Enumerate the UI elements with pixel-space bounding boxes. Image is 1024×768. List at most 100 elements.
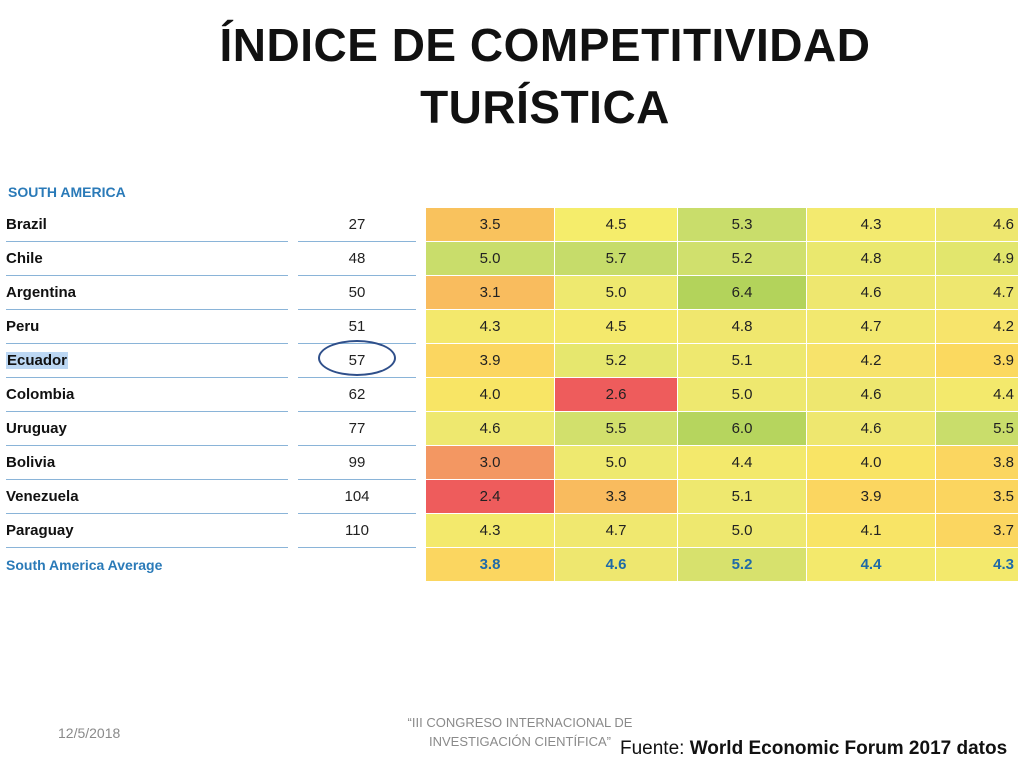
table-row: Paraguay 110 4.3 4.7 5.0 4.1 3.7 <box>6 513 1018 548</box>
rank-cell: 27 <box>298 208 416 242</box>
score-cell: 5.1 <box>677 343 807 378</box>
score-cell: 4.7 <box>806 309 936 344</box>
spacer <box>288 242 298 276</box>
spacer <box>416 412 426 446</box>
score-cell: 5.5 <box>554 411 678 446</box>
average-score-cell: 4.3 <box>935 547 1018 582</box>
highlight-circle <box>318 340 396 376</box>
score-cell: 4.2 <box>935 309 1018 344</box>
score-cell: 4.2 <box>806 343 936 378</box>
table-body: Brazil 27 3.5 4.5 5.3 4.3 4.6 Chile 48 5.0 5.7 5.2 4… <box>6 208 1018 582</box>
score-cell: 3.3 <box>554 479 678 514</box>
average-label: South America Average <box>6 556 163 573</box>
spacer <box>416 276 426 310</box>
footer-date: 12/5/2018 <box>58 725 121 741</box>
country-cell: Colombia <box>6 377 288 412</box>
score-cell: 6.0 <box>677 411 807 446</box>
score-cell: 5.3 <box>677 208 807 242</box>
score-cell: 4.3 <box>806 208 936 242</box>
score-cell: 4.8 <box>677 309 807 344</box>
average-score-cell: 4.6 <box>554 547 678 582</box>
table-row: Brazil 27 3.5 4.5 5.3 4.3 4.6 <box>6 208 1018 242</box>
score-cell: 2.4 <box>426 479 555 514</box>
spacer <box>288 446 298 480</box>
score-cell: 3.9 <box>426 343 555 378</box>
spacer <box>288 480 298 514</box>
score-cell: 5.2 <box>554 343 678 378</box>
spacer <box>288 344 298 378</box>
rank-cell: 99 <box>298 445 416 480</box>
score-cell: 3.9 <box>806 479 936 514</box>
spacer <box>288 310 298 344</box>
spacer <box>288 208 298 242</box>
score-cell: 4.4 <box>677 445 807 480</box>
spacer <box>416 310 426 344</box>
rank-cell: 62 <box>298 377 416 412</box>
score-cell: 4.8 <box>806 241 936 276</box>
rank-cell: 50 <box>298 275 416 310</box>
rank-cell: 48 <box>298 241 416 276</box>
table-row: Ecuador 57 3.9 5.2 5.1 4.2 3.9 <box>6 343 1018 378</box>
score-cell: 4.9 <box>935 241 1018 276</box>
country-cell: Uruguay <box>6 411 288 446</box>
rank-cell: 110 <box>298 513 416 548</box>
country-name-highlighted: Ecuador <box>6 352 69 369</box>
country-cell: Argentina <box>6 275 288 310</box>
spacer <box>416 242 426 276</box>
source-name: World Economic Forum 2017 datos <box>689 738 1008 759</box>
average-score-cell: 3.8 <box>426 547 555 582</box>
score-cell: 4.6 <box>806 377 936 412</box>
spacer <box>288 548 298 582</box>
score-cell: 4.6 <box>426 411 555 446</box>
country-cell: Peru <box>6 309 288 344</box>
source-note: Fuente: World Economic Forum 2017 datos <box>620 738 1007 760</box>
average-score-cell: 5.2 <box>677 547 807 582</box>
spacer <box>288 378 298 412</box>
table-row: Chile 48 5.0 5.7 5.2 4.8 4.9 <box>6 241 1018 276</box>
score-cell: 3.5 <box>935 479 1018 514</box>
average-score-cell: 4.4 <box>806 547 936 582</box>
competitiveness-table: Brazil 27 3.5 4.5 5.3 4.3 4.6 Chile 48 5.0 5.7 5.2 4… <box>6 208 1018 582</box>
country-cell: Brazil <box>6 208 288 242</box>
spacer <box>288 412 298 446</box>
country-cell: Ecuador <box>6 343 288 378</box>
spacer <box>416 208 426 242</box>
table-row: Argentina 50 3.1 5.0 6.4 4.6 4.7 <box>6 275 1018 310</box>
country-cell: Bolivia <box>6 445 288 480</box>
spacer <box>416 548 426 582</box>
country-cell: Chile <box>6 241 288 276</box>
spacer <box>288 514 298 548</box>
rank-cell: 104 <box>298 479 416 514</box>
slide-title-line1: ÍNDICE DE COMPETITIVIDAD <box>219 19 871 71</box>
footer-conference: “III CONGRESO INTERNACIONAL DE INVESTIGA… <box>370 713 670 751</box>
score-cell: 3.1 <box>426 275 555 310</box>
score-cell: 3.8 <box>935 445 1018 480</box>
spacer <box>416 446 426 480</box>
footer-conference-line1: “III CONGRESO INTERNACIONAL DE <box>407 715 633 730</box>
score-cell: 4.3 <box>426 309 555 344</box>
rank-cell: 77 <box>298 411 416 446</box>
score-cell: 4.0 <box>426 377 555 412</box>
table-row: Colombia 62 4.0 2.6 5.0 4.6 4.4 <box>6 377 1018 412</box>
slide-title-line2: TURÍSTICA <box>420 81 670 133</box>
table-row: Uruguay 77 4.6 5.5 6.0 4.6 5.5 <box>6 411 1018 446</box>
score-cell: 4.1 <box>806 513 936 548</box>
spacer <box>416 344 426 378</box>
score-cell: 5.5 <box>935 411 1018 446</box>
score-cell: 2.6 <box>554 377 678 412</box>
spacer <box>416 480 426 514</box>
source-prefix: Fuente: <box>620 738 690 759</box>
footer-conference-line2: INVESTIGACIÓN CIENTÍFICA” <box>428 734 611 749</box>
slide-title: ÍNDICE DE COMPETITIVIDAD TURÍSTICA <box>0 14 1024 138</box>
score-cell: 5.0 <box>426 241 555 276</box>
country-cell: Paraguay <box>6 513 288 548</box>
table-row: Peru 51 4.3 4.5 4.8 4.7 4.2 <box>6 309 1018 344</box>
spacer <box>416 514 426 548</box>
country-cell: Venezuela <box>6 479 288 514</box>
score-cell: 5.7 <box>554 241 678 276</box>
spacer <box>288 276 298 310</box>
score-cell: 5.2 <box>677 241 807 276</box>
score-cell: 3.9 <box>935 343 1018 378</box>
score-cell: 4.4 <box>935 377 1018 412</box>
score-cell: 5.0 <box>677 513 807 548</box>
